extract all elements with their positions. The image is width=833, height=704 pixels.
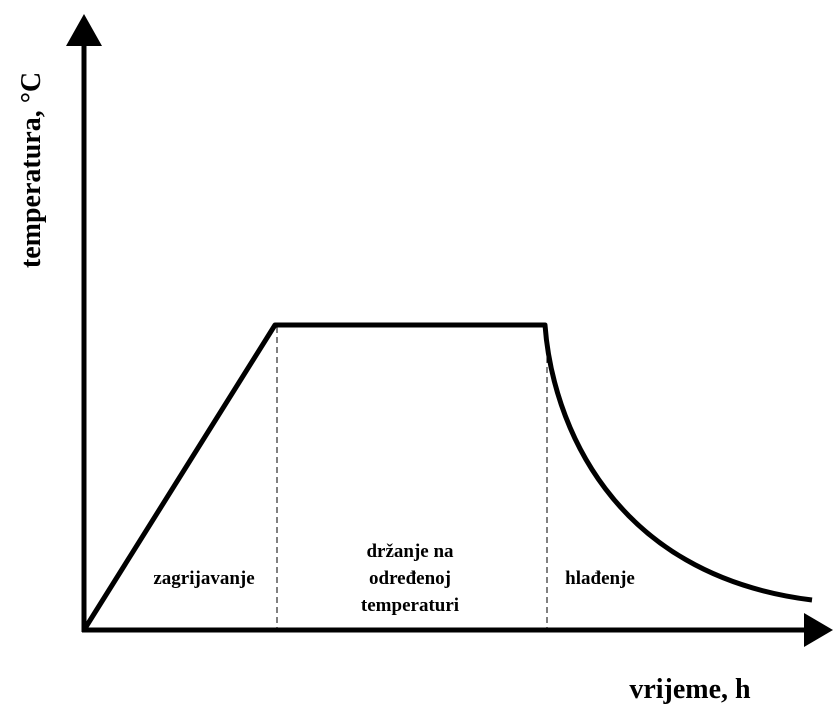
y-axis-label: temperatura, °C	[16, 72, 47, 268]
phase-label: temperaturi	[361, 595, 459, 616]
y-axis-arrow	[66, 14, 102, 46]
phase-label: zagrijavanje	[153, 568, 254, 589]
phase-label: određenoj	[369, 568, 451, 589]
x-axis-arrow	[804, 613, 833, 647]
x-axis-label: vrijeme, h	[629, 674, 751, 704]
phase-label: držanje na	[366, 541, 454, 562]
phase-label: hlađenje	[565, 568, 635, 589]
